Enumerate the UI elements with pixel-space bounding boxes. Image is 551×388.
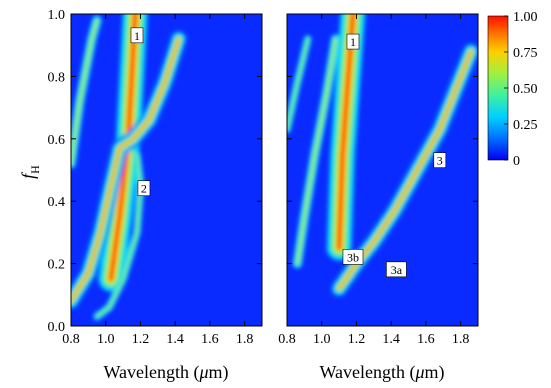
left-axis-ticks: 0.8 1.0 1.2 1.4 1.6 1.8 0.0 0.2 0.4 0.6 0.8 1.0	[48, 8, 262, 347]
band-annotation: 3	[433, 152, 447, 168]
annotation-box	[130, 27, 144, 44]
band-annotation: 1	[130, 27, 144, 44]
heatmap-band-layer	[71, 38, 180, 302]
heatmap-band-layer	[96, 153, 142, 318]
left-x-axis-title: Wavelength (μm)	[103, 362, 228, 383]
y-tick-label: 0.0	[48, 320, 66, 335]
heatmap-band	[98, 14, 148, 292]
y-axis-title: fH	[18, 165, 42, 179]
colorbar-tick-label: 0.50	[513, 82, 538, 97]
right-plot-frame	[286, 13, 479, 327]
x-tick-label: 1.8	[236, 332, 254, 347]
left-annotations: 12	[130, 27, 151, 197]
heatmap-band	[326, 14, 366, 261]
x-tick-label: 1.4	[382, 332, 400, 347]
heatmap-band	[71, 30, 188, 310]
annotation-label: 2	[141, 182, 147, 196]
right-axis-ticks: 0.8 1.0 1.2 1.4 1.6 1.8	[278, 13, 478, 347]
band-annotation: 2	[137, 180, 151, 197]
heatmap-band	[71, 15, 102, 169]
x-tick-label: 1.2	[348, 332, 366, 347]
heatmap-band	[287, 35, 312, 134]
y-tick-label: 0.2	[48, 258, 66, 273]
heatmap-band	[292, 34, 341, 269]
colorbar-tick-label: 0.25	[513, 118, 538, 133]
right-plot-background	[287, 14, 478, 326]
x-tick-label: 0.8	[278, 332, 296, 347]
heatmap-band-layer	[296, 38, 337, 265]
x-tick-label: 0.8	[62, 332, 80, 347]
x-tick-label: 1.6	[201, 332, 219, 347]
y-tick-label: 1.0	[48, 8, 66, 23]
heatmap-band-layer	[109, 14, 137, 281]
x-tick-label: 1.6	[417, 332, 435, 347]
y-tick-label: 0.4	[48, 195, 66, 210]
svg-text:fH: fH	[18, 165, 42, 179]
annotation-box	[346, 33, 360, 50]
annotation-box	[342, 249, 364, 265]
x-tick-label: 1.4	[166, 332, 184, 347]
annotation-label: 3	[437, 154, 443, 168]
right-annotations: 1 3 3b 3a	[342, 33, 447, 278]
right-panel: 0.8 1.0 1.2 1.4 1.6 1.8 1 3 3b 3a	[278, 13, 479, 347]
right-x-axis-title: Wavelength (μm)	[319, 362, 444, 383]
y-tick-label: 0.6	[48, 133, 66, 148]
heatmap-band	[93, 150, 145, 321]
annotation-label: 1	[134, 29, 140, 43]
annotation-box	[137, 180, 151, 197]
colorbar-ticks: 1.00 0.75 0.50 0.25 0	[504, 10, 538, 169]
annotation-label: 1	[350, 35, 356, 49]
x-tick-label: 1.0	[313, 332, 331, 347]
annotation-label: 3a	[391, 263, 403, 277]
x-tick-label: 1.8	[452, 332, 470, 347]
heatmap-band-layer	[71, 19, 98, 165]
band-annotation: 3b	[342, 249, 364, 265]
y-tick-label: 0.8	[48, 70, 66, 85]
left-panel: 0.8 1.0 1.2 1.4 1.6 1.80.00.20.40.60.81.0 12	[48, 8, 263, 347]
annotation-box	[386, 261, 407, 278]
annotation-label: 3b	[347, 250, 359, 264]
heatmap-band-layer	[337, 14, 355, 250]
colorbar-tick-label: 1.00	[513, 10, 538, 25]
colorbar-tick-label: 0.75	[513, 46, 538, 61]
colorbar-tick-label: 0	[513, 154, 520, 169]
left-plot-frame	[70, 13, 263, 327]
x-tick-label: 1.2	[132, 332, 150, 347]
band-annotation: 3a	[386, 261, 407, 278]
left-heatmap-bands	[71, 14, 188, 321]
colorbar: 1.00 0.75 0.50 0.25 0	[487, 10, 538, 169]
heatmap-band-layer	[287, 38, 309, 130]
annotation-box	[433, 152, 447, 168]
x-tick-label: 1.0	[97, 332, 115, 347]
band-annotation: 1	[346, 33, 360, 50]
